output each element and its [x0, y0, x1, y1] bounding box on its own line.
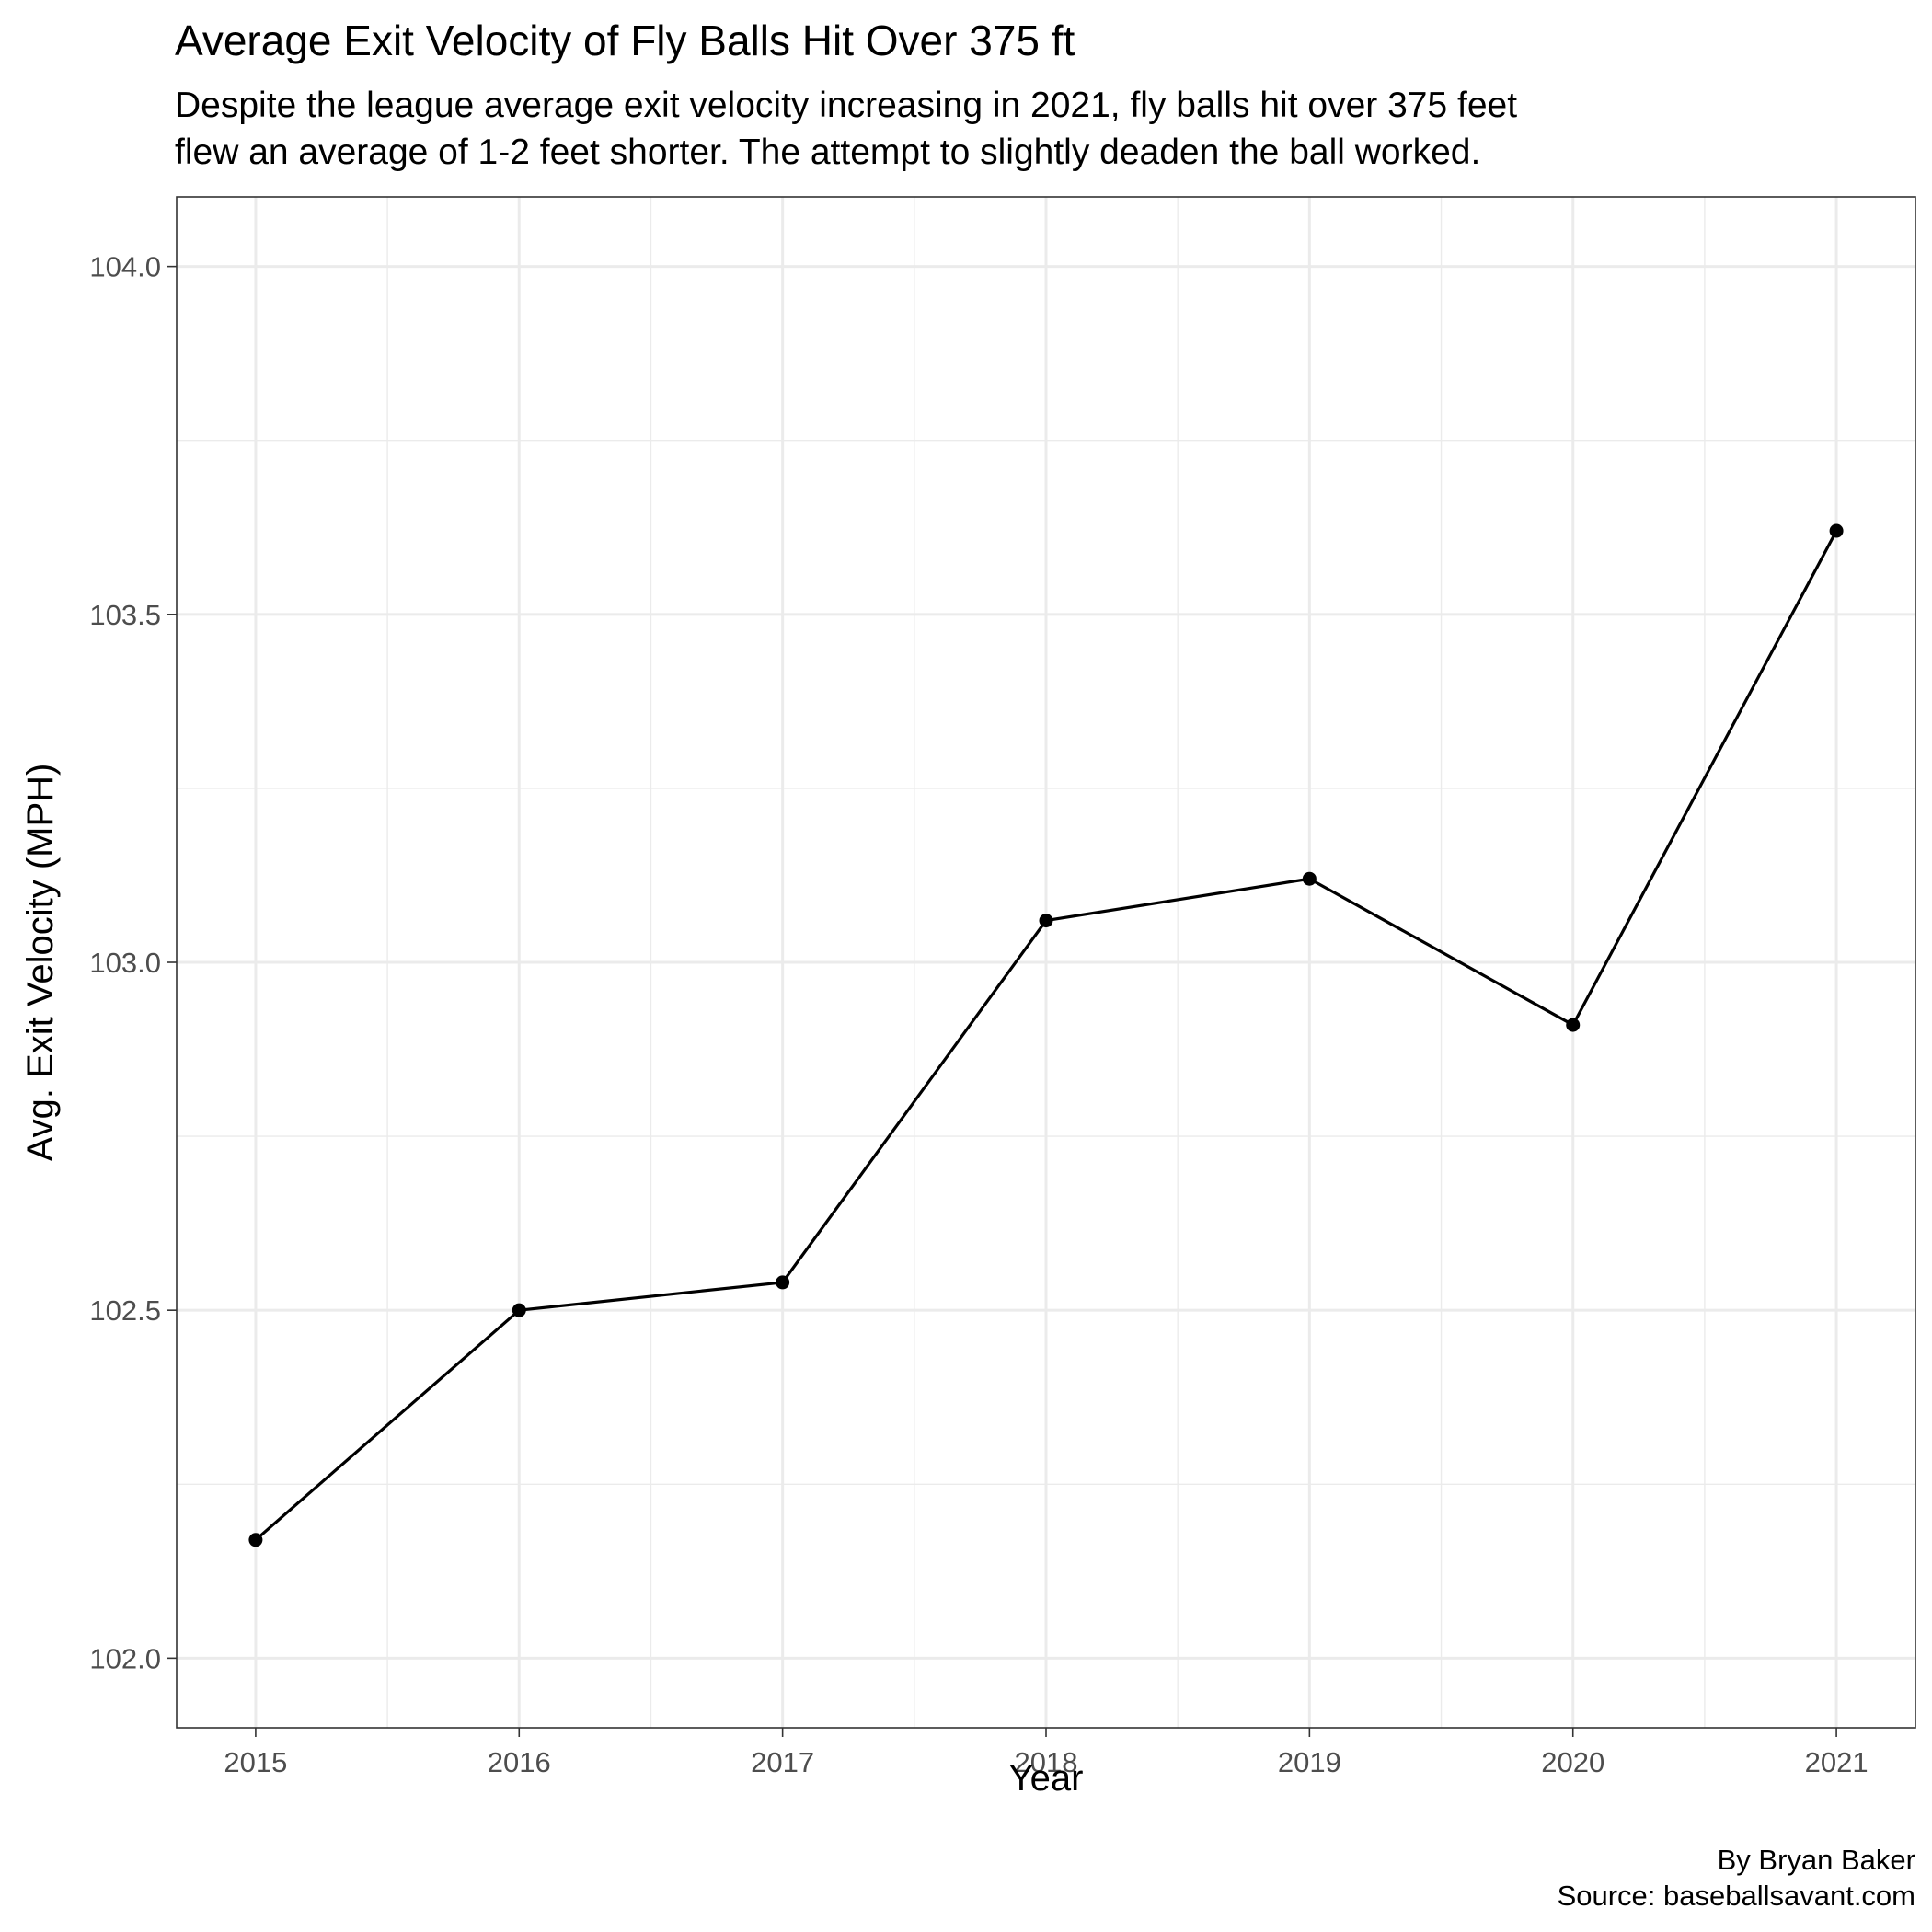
y-tick-label: 102.5: [89, 1294, 161, 1327]
y-tick-label: 103.0: [89, 947, 161, 979]
data-point: [1829, 523, 1844, 538]
x-tick-label: 2018: [1015, 1746, 1078, 1778]
data-point: [512, 1303, 526, 1317]
x-axis-ticks: 2015 2016 2017 2018 2019 2020 2021: [224, 1728, 1869, 1778]
chart-subtitle-line-2: flew an average of 1-2 feet shorter. The…: [175, 132, 1480, 172]
x-tick-label: 2020: [1541, 1746, 1604, 1778]
chart-title: Average Exit Velocity of Fly Balls Hit O…: [175, 17, 1075, 64]
data-point: [1566, 1018, 1581, 1032]
data-point: [776, 1275, 790, 1290]
x-tick-label: 2015: [224, 1746, 287, 1778]
y-tick-label: 103.5: [89, 599, 161, 631]
chart-subtitle-line-1: Despite the league average exit velocity…: [175, 86, 1517, 125]
data-points: [248, 523, 1844, 1547]
y-axis-title: Avg. Exit Velocity (MPH): [20, 764, 61, 1162]
x-tick-label: 2019: [1278, 1746, 1341, 1778]
panel-border: [176, 196, 1916, 1729]
y-tick-label: 102.0: [89, 1642, 161, 1674]
x-tick-label: 2021: [1805, 1746, 1869, 1778]
data-point: [1039, 914, 1053, 928]
x-tick-label: 2017: [751, 1746, 814, 1778]
x-tick-label: 2016: [488, 1746, 551, 1778]
caption-author: By Bryan Baker: [1718, 1844, 1915, 1876]
y-axis-ticks: 102.0 102.5 103.0 103.5 104.0: [89, 251, 177, 1674]
data-point: [1302, 871, 1317, 886]
caption-source: Source: baseballsavant.com: [1558, 1880, 1915, 1912]
x-axis-title: Year: [1009, 1758, 1084, 1799]
grid: [177, 197, 1915, 1728]
y-tick-label: 104.0: [89, 251, 161, 283]
data-point: [248, 1533, 263, 1547]
